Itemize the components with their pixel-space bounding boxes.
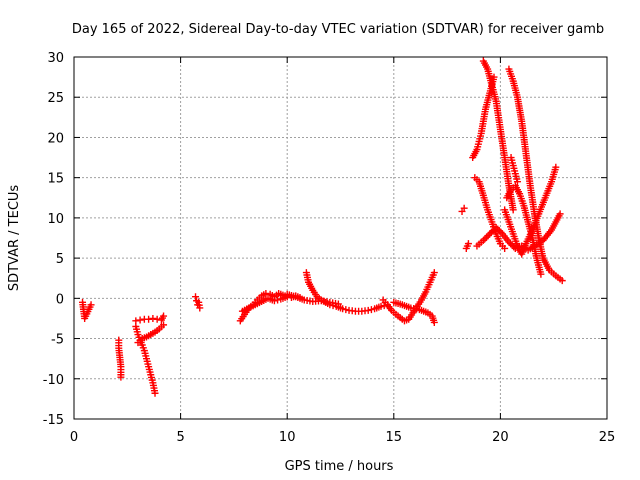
data-point (430, 318, 438, 326)
data-point (464, 240, 472, 248)
x-tick-label: 5 (176, 430, 184, 445)
series-arc-1 (79, 298, 95, 322)
y-tick-label: 0 (56, 292, 64, 307)
data-points (79, 57, 566, 397)
data-point (274, 296, 282, 304)
data-point (151, 389, 159, 397)
data-point (364, 306, 372, 314)
data-point (486, 230, 494, 238)
series-arc-21 (507, 154, 521, 186)
y-tick-label: -15 (43, 413, 64, 428)
y-tick-label: -10 (43, 373, 64, 388)
data-point (556, 210, 564, 218)
data-point (117, 373, 125, 381)
data-point (430, 269, 438, 277)
data-point (342, 306, 350, 314)
series-arc-2 (115, 336, 125, 381)
y-tick-label: 5 (56, 252, 64, 267)
data-point (377, 302, 385, 310)
series-arc-13 (458, 204, 472, 252)
data-point (136, 316, 144, 324)
data-point (495, 227, 503, 235)
data-point (153, 315, 161, 323)
y-tick-label: 30 (47, 51, 64, 66)
data-point (483, 233, 491, 241)
data-point (87, 301, 95, 309)
y-axis-label: SDTVAR / TECUs (7, 185, 22, 292)
series-arc-3 (132, 322, 159, 397)
data-point (132, 317, 140, 325)
data-point (489, 227, 497, 235)
series-arc-11 (379, 269, 438, 325)
data-point (537, 270, 545, 278)
series-arc-20 (503, 182, 545, 278)
data-point (494, 225, 502, 233)
data-point (481, 235, 489, 243)
data-point (160, 312, 168, 320)
data-point (196, 304, 204, 312)
chart-title: Day 165 of 2022, Sidereal Day-to-day VTE… (72, 22, 604, 37)
data-point (484, 232, 492, 240)
data-point (507, 240, 515, 248)
data-point (492, 224, 500, 232)
data-point (192, 293, 200, 301)
x-axis-label: GPS time / hours (285, 459, 394, 474)
data-point (558, 277, 566, 285)
data-point (508, 241, 516, 249)
data-point (487, 228, 495, 236)
data-point (497, 228, 505, 236)
y-tick-label: -5 (51, 333, 64, 348)
data-point (270, 297, 278, 305)
x-tick-label: 25 (599, 430, 616, 445)
y-tick-label: 20 (47, 131, 64, 146)
series-arc-5 (134, 321, 168, 347)
series-arc-18 (505, 65, 566, 285)
data-point (262, 290, 270, 298)
x-tick-label: 10 (279, 430, 296, 445)
series-arc-6 (192, 293, 204, 312)
plot-frame (73, 56, 608, 420)
series-arc-14 (469, 73, 498, 162)
data-point (490, 73, 498, 81)
data-point (509, 206, 517, 214)
data-point (513, 178, 521, 186)
y-tick-label: 10 (47, 212, 64, 227)
data-point (505, 238, 513, 246)
tick-labels: 0 5 10 15 20 25 -15 -10 -5 0 5 10 15 20 25 30 (43, 51, 616, 445)
series-arc-10 (283, 290, 342, 308)
data-point (501, 244, 509, 252)
data-point (339, 305, 347, 313)
series-arc-4 (132, 312, 168, 325)
data-point (367, 306, 375, 314)
data-point (460, 204, 468, 212)
y-tick-label: 25 (47, 91, 64, 106)
data-point (380, 302, 388, 310)
data-point (334, 300, 342, 308)
grid-lines (74, 57, 607, 419)
data-point (160, 321, 168, 329)
x-tick-label: 0 (70, 430, 78, 445)
x-tick-label: 15 (386, 430, 403, 445)
series-arc-16 (471, 174, 509, 252)
data-point (149, 314, 157, 322)
x-tick-label: 20 (492, 430, 509, 445)
data-point (479, 236, 487, 244)
series-arc-19 (501, 163, 560, 258)
y-tick-label: 15 (47, 172, 64, 187)
data-point (145, 315, 153, 323)
series-arc-12 (390, 298, 438, 326)
data-point (552, 163, 560, 171)
series-arc-9 (302, 269, 391, 315)
